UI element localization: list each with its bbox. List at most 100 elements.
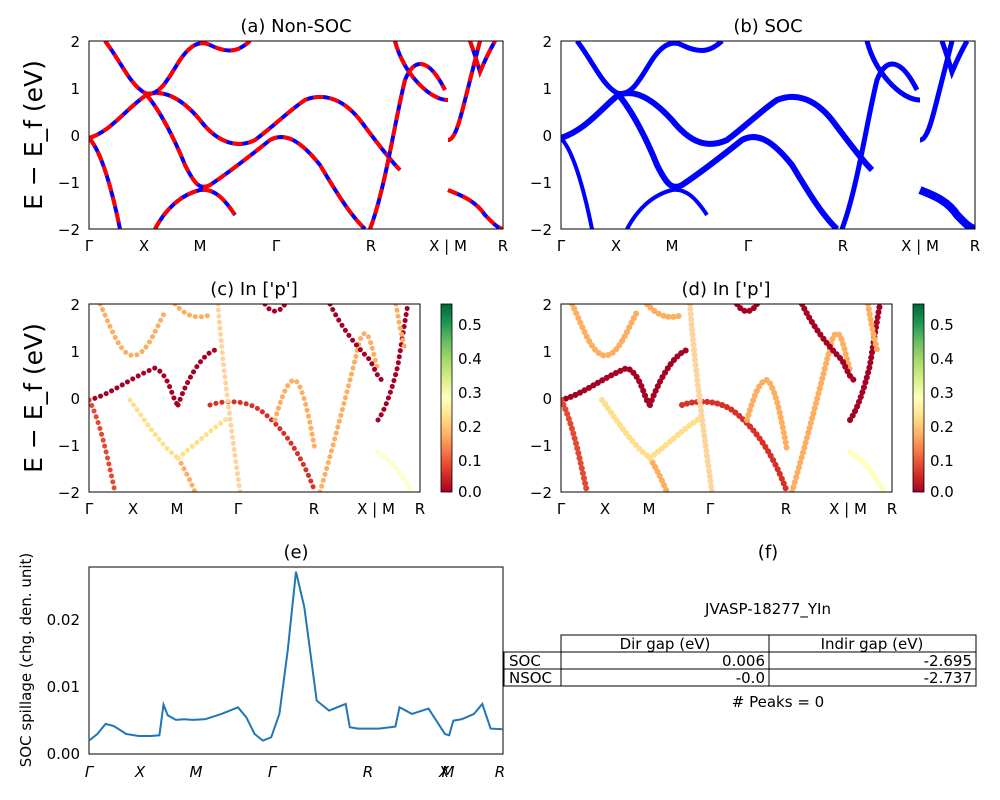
xtick-c-0: Γ [85,500,94,518]
ytick-b-2: 0 [542,127,552,145]
scatter-d-9 [687,304,715,492]
xtick-a-3: Γ [272,237,281,255]
scatter-c-7 [175,455,198,492]
table-row-soc-dir: 0.006 [722,652,765,670]
band-b-7 [864,41,921,103]
scatter-d-12 [744,376,790,453]
ytick-d-1: 1 [542,343,552,361]
xtick-c-4: R [309,500,319,518]
scatter-c-9 [215,304,243,492]
ytick-b-3: −1 [530,174,552,192]
scatter-c-2 [175,347,218,408]
ytick-b-4: −2 [530,221,552,239]
scatter-c-1 [89,365,181,408]
cbar-d-1: 0.4 [930,350,954,368]
scatter-d-10 [644,304,685,320]
cbar-c-1: 0.4 [458,350,482,368]
xtick-e-5: X [438,763,450,781]
cbar-d-2: 0.3 [930,384,954,402]
xtick-d-3: Γ [706,500,715,518]
ytick-e-1: 0.01 [47,678,80,696]
colorbar-c-ticks: 0.5 0.4 0.3 0.2 0.1 0.0 [458,316,482,501]
panel-c-xticks: Γ X M Γ R X | M R [85,500,425,518]
cbar-d-5: 0.0 [930,483,954,501]
peaks-count: # Peaks = 0 [732,693,824,711]
ytick-a-3: −1 [58,174,80,192]
ytick-c-0: 2 [70,296,80,314]
xtick-b-0: Γ [557,237,566,255]
ytick-a-2: 0 [70,127,80,145]
panel-e-xticks: Γ X M Γ R X M R [85,763,505,781]
panel-c-ylabel: E − E_f (eV) [19,323,48,473]
xtick-e-0: Γ [85,763,95,781]
panel-c-frame [88,303,421,493]
scatter-c-17 [393,304,408,353]
xtick-a-2: M [194,237,207,255]
panel-d-scatter [561,304,887,492]
band-b-5 [625,187,709,229]
xtick-e-6: M [442,763,455,781]
table-row-soc-label: SOC [509,652,541,670]
cbar-c-0: 0.5 [458,316,482,334]
xtick-e-2: M [190,763,203,781]
band-b-6 [839,61,920,229]
spillage-line [88,571,504,742]
xtick-b-4: R [838,237,848,255]
cbar-c-2: 0.3 [458,384,482,402]
scatter-c-8 [175,415,231,461]
panel-d-yticks: 2 1 0 −1 −2 [530,296,552,502]
panel-d-frame [560,303,893,493]
scatter-c-11 [262,304,288,314]
ytick-a-4: −2 [58,221,80,239]
scatter-d-4 [561,397,590,492]
panel-a-ylabel: E − E_f (eV) [19,60,48,210]
cbar-c-3: 0.2 [458,418,482,436]
xtick-b-2: M [666,237,679,255]
xtick-c-1: X [128,500,138,518]
band-a-3 [103,41,252,96]
panel-c-yticks: 2 1 0 −1 −2 [58,296,80,502]
panel-e-frame [88,566,504,755]
panel-c: (c) In ['p'] 2 1 0 −1 −2 [19,279,482,518]
scatter-c-5 [97,304,168,358]
band-b-3 [575,41,724,97]
scatter-d-15 [847,304,883,423]
table-col-indir: Indir gap (eV) [821,635,924,653]
xtick-d-2: M [643,500,656,518]
colorbar-c [440,303,453,493]
scatter-c-14 [327,304,385,383]
cbar-d-4: 0.1 [930,452,954,470]
panel-e: (e) 0.00 0.01 0.02 Γ X M Γ R X M R SOC s… [17,542,505,781]
table-col-dir: Dir gap (eV) [620,635,711,653]
xtick-e-1: X [134,763,146,781]
xtick-e-4: R [363,763,373,781]
scatter-d-14 [799,304,857,383]
scatter-d-5 [569,304,640,359]
cbar-c-4: 0.1 [458,452,482,470]
panel-a-yticks: 2 1 0 −1 −2 [58,33,80,239]
panel-b-title: (b) SOC [733,16,802,37]
band-b-2 [561,136,594,229]
panel-f-subtitle: JVASP-18277_YIn [704,600,831,619]
panel-a-frame [88,40,504,230]
xtick-e-3: Γ [268,763,278,781]
scatter-c-6 [127,397,181,461]
scatter-c-16 [375,449,415,492]
panel-d: (d) In ['p'] 2 1 0 −1 −2 [530,279,954,518]
table-row-soc-indir: -2.695 [924,652,972,670]
scatter-d-6 [599,397,653,461]
panel-b-frame [560,40,976,230]
scatter-d-16 [847,449,887,492]
scatter-c-15 [375,304,411,423]
scatter-d-8 [647,415,703,461]
ytick-c-3: −1 [58,437,80,455]
ytick-c-2: 0 [70,390,80,408]
panel-a-title: (a) Non-SOC [240,16,351,37]
cbar-c-5: 0.0 [458,483,482,501]
panel-f: (f) JVASP-18277_YIn Dir gap (eV) Indir g… [503,542,977,711]
ytick-e-2: 0.02 [47,611,80,629]
panel-e-series [88,571,504,742]
panel-f-title: (f) [758,542,778,563]
table-row-nsoc-label: NSOC [509,669,552,687]
